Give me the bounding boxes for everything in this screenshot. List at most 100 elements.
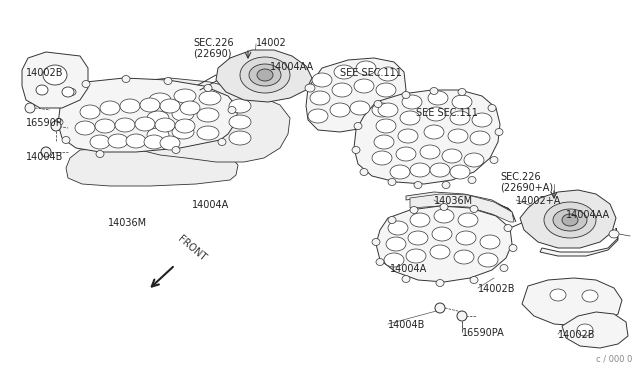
Text: c / 000 0: c / 000 0 [596, 355, 632, 364]
Ellipse shape [440, 203, 448, 211]
Text: 14036M: 14036M [434, 196, 473, 206]
Ellipse shape [175, 119, 195, 133]
Ellipse shape [468, 176, 476, 183]
Ellipse shape [155, 118, 175, 132]
Text: 14004B: 14004B [388, 320, 426, 330]
Ellipse shape [25, 103, 35, 113]
Ellipse shape [172, 147, 180, 154]
Ellipse shape [450, 111, 470, 125]
Ellipse shape [100, 101, 120, 115]
Ellipse shape [448, 129, 468, 143]
Ellipse shape [430, 87, 438, 94]
Text: 16590PA: 16590PA [462, 328, 505, 338]
Text: 14004B: 14004B [26, 152, 63, 162]
Ellipse shape [434, 209, 454, 223]
Ellipse shape [354, 79, 374, 93]
Text: SEE SEC.111: SEE SEC.111 [340, 68, 402, 78]
Ellipse shape [432, 227, 452, 241]
Polygon shape [66, 148, 238, 186]
Ellipse shape [488, 105, 496, 112]
Polygon shape [306, 58, 406, 132]
Ellipse shape [305, 84, 315, 92]
Ellipse shape [435, 303, 445, 313]
Ellipse shape [470, 205, 478, 212]
Ellipse shape [376, 83, 396, 97]
Ellipse shape [577, 324, 593, 336]
Ellipse shape [430, 163, 450, 177]
Ellipse shape [229, 99, 251, 113]
Ellipse shape [457, 311, 467, 321]
Ellipse shape [504, 224, 512, 231]
Ellipse shape [41, 147, 51, 157]
Ellipse shape [360, 169, 368, 176]
Ellipse shape [68, 89, 76, 96]
Ellipse shape [352, 147, 360, 154]
Ellipse shape [310, 91, 330, 105]
Ellipse shape [160, 136, 180, 150]
Polygon shape [216, 50, 312, 102]
Ellipse shape [90, 135, 110, 149]
Ellipse shape [452, 95, 472, 109]
Ellipse shape [396, 147, 416, 161]
Ellipse shape [332, 83, 352, 97]
Ellipse shape [402, 276, 410, 282]
Ellipse shape [108, 134, 128, 148]
Ellipse shape [400, 111, 420, 125]
Ellipse shape [378, 67, 398, 81]
Ellipse shape [126, 134, 146, 148]
Ellipse shape [436, 279, 444, 286]
Ellipse shape [356, 61, 376, 75]
Ellipse shape [495, 128, 503, 135]
Text: (22690+A): (22690+A) [500, 183, 553, 193]
Ellipse shape [398, 129, 418, 143]
Ellipse shape [312, 73, 332, 87]
Ellipse shape [164, 77, 172, 84]
Ellipse shape [388, 217, 396, 224]
Text: (22690): (22690) [193, 49, 232, 59]
Ellipse shape [410, 213, 430, 227]
Ellipse shape [408, 231, 428, 245]
Polygon shape [410, 194, 514, 222]
Ellipse shape [204, 84, 212, 92]
Ellipse shape [62, 87, 74, 97]
Ellipse shape [378, 103, 398, 117]
Ellipse shape [376, 119, 396, 133]
Ellipse shape [172, 125, 194, 139]
Ellipse shape [144, 135, 164, 149]
Text: 14004A: 14004A [390, 264, 428, 274]
Text: 14002: 14002 [256, 38, 287, 48]
Polygon shape [520, 190, 616, 248]
Ellipse shape [172, 107, 194, 121]
Ellipse shape [509, 244, 517, 251]
Ellipse shape [354, 122, 362, 129]
Ellipse shape [490, 157, 498, 164]
Ellipse shape [456, 231, 476, 245]
Polygon shape [58, 78, 238, 152]
Ellipse shape [62, 137, 70, 144]
Ellipse shape [442, 149, 462, 163]
Ellipse shape [330, 103, 350, 117]
Text: 14002B: 14002B [558, 330, 595, 340]
Ellipse shape [115, 118, 135, 132]
Ellipse shape [478, 253, 498, 267]
Ellipse shape [350, 101, 370, 115]
Text: SEE SEC.111: SEE SEC.111 [416, 108, 478, 118]
Polygon shape [122, 78, 290, 162]
Ellipse shape [426, 107, 446, 121]
Ellipse shape [420, 145, 440, 159]
Text: 14004AA: 14004AA [270, 62, 314, 72]
Ellipse shape [43, 65, 67, 85]
Ellipse shape [80, 105, 100, 119]
Text: 14004A: 14004A [192, 200, 229, 210]
Ellipse shape [95, 119, 115, 133]
Ellipse shape [470, 131, 490, 145]
Polygon shape [22, 52, 88, 108]
Text: 16590P: 16590P [26, 118, 63, 128]
Polygon shape [354, 90, 500, 184]
Ellipse shape [374, 100, 382, 108]
Ellipse shape [174, 89, 196, 103]
Text: 14036M: 14036M [108, 218, 147, 228]
Ellipse shape [386, 237, 406, 251]
Ellipse shape [197, 126, 219, 140]
Ellipse shape [402, 92, 410, 99]
